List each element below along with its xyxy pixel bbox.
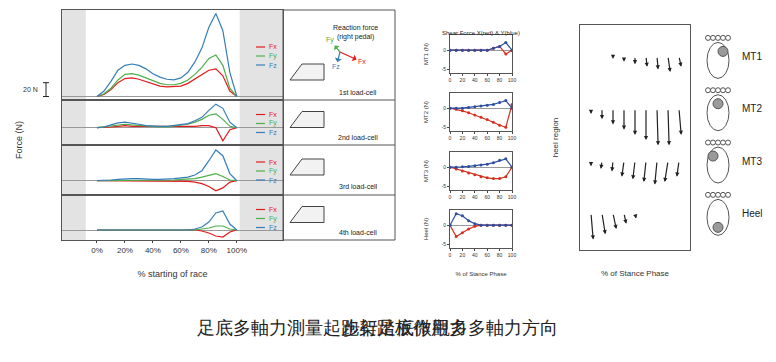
svg-text:1st load-cell: 1st load-cell bbox=[339, 89, 377, 96]
svg-text:0%: 0% bbox=[91, 246, 103, 255]
svg-text:Fx: Fx bbox=[269, 206, 277, 213]
svg-text:80: 80 bbox=[497, 194, 503, 200]
svg-text:0: 0 bbox=[443, 164, 446, 170]
svg-text:60%: 60% bbox=[173, 246, 189, 255]
svg-text:% of Stance Phase: % of Stance Phase bbox=[455, 271, 507, 277]
svg-text:40: 40 bbox=[472, 194, 478, 200]
svg-text:Fy: Fy bbox=[269, 52, 277, 60]
svg-text:80: 80 bbox=[497, 77, 503, 83]
svg-text:2nd load-cell: 2nd load-cell bbox=[338, 134, 378, 141]
svg-text:40%: 40% bbox=[145, 246, 161, 255]
svg-text:100: 100 bbox=[508, 194, 517, 200]
svg-text:Heel (N): Heel (N) bbox=[423, 218, 429, 240]
svg-text:100: 100 bbox=[508, 135, 517, 141]
svg-text:Fx: Fx bbox=[358, 58, 366, 65]
svg-text:40: 40 bbox=[472, 77, 478, 83]
svg-text:-5: -5 bbox=[442, 124, 447, 130]
svg-text:80: 80 bbox=[497, 135, 503, 141]
svg-text:4th load-cell: 4th load-cell bbox=[339, 229, 377, 236]
svg-text:MT2: MT2 bbox=[742, 103, 762, 114]
svg-text:-5: -5 bbox=[442, 183, 447, 189]
svg-text:足底多軸力測量起跑架踏板作用力: 足底多軸力測量起跑架踏板作用力 bbox=[197, 317, 467, 338]
svg-text:MT1 (N): MT1 (N) bbox=[423, 43, 429, 65]
svg-text:Fy: Fy bbox=[326, 36, 334, 44]
svg-text:Fz: Fz bbox=[269, 62, 277, 69]
svg-text:Fy: Fy bbox=[269, 119, 277, 127]
svg-text:60: 60 bbox=[484, 194, 490, 200]
svg-text:MT2 (N): MT2 (N) bbox=[423, 101, 429, 123]
svg-text:0: 0 bbox=[449, 194, 452, 200]
svg-text:Fy: Fy bbox=[269, 215, 277, 223]
svg-text:20: 20 bbox=[460, 135, 466, 141]
svg-text:100%: 100% bbox=[227, 246, 247, 255]
svg-text:-5: -5 bbox=[442, 66, 447, 72]
svg-text:步行足底微觀多多軸力方向: 步行足底微觀多多軸力方向 bbox=[342, 317, 558, 338]
svg-text:80%: 80% bbox=[201, 246, 217, 255]
svg-text:MT3: MT3 bbox=[742, 156, 762, 167]
svg-text:Fx: Fx bbox=[269, 43, 277, 50]
svg-text:20 N: 20 N bbox=[23, 86, 38, 93]
svg-text:Fy: Fy bbox=[269, 167, 277, 175]
svg-text:80: 80 bbox=[497, 252, 503, 258]
svg-text:0: 0 bbox=[443, 47, 446, 53]
svg-text:20%: 20% bbox=[117, 246, 133, 255]
svg-text:0: 0 bbox=[443, 105, 446, 111]
svg-text:60: 60 bbox=[484, 135, 490, 141]
svg-text:Shear Force X(red) & Y(blue): Shear Force X(red) & Y(blue) bbox=[442, 30, 520, 36]
svg-text:MT1: MT1 bbox=[742, 51, 762, 62]
svg-text:0: 0 bbox=[443, 222, 446, 228]
svg-text:20: 20 bbox=[460, 252, 466, 258]
svg-text:3rd load-cell: 3rd load-cell bbox=[339, 183, 378, 190]
svg-text:100: 100 bbox=[508, 252, 517, 258]
svg-text:0: 0 bbox=[449, 77, 452, 83]
svg-text:Reaction force(right pedal): Reaction force(right pedal) bbox=[333, 24, 378, 41]
svg-text:% starting of race: % starting of race bbox=[137, 269, 207, 279]
svg-text:Fz: Fz bbox=[269, 129, 277, 136]
svg-text:20: 20 bbox=[460, 77, 466, 83]
svg-text:Force (N): Force (N) bbox=[14, 121, 24, 159]
svg-text:60: 60 bbox=[484, 252, 490, 258]
svg-text:% of Stance Phase: % of Stance Phase bbox=[601, 269, 670, 278]
svg-text:Fx: Fx bbox=[269, 159, 277, 166]
svg-text:40: 40 bbox=[472, 252, 478, 258]
svg-text:40: 40 bbox=[472, 135, 478, 141]
svg-text:Heel: Heel bbox=[742, 208, 763, 219]
svg-text:60: 60 bbox=[484, 77, 490, 83]
svg-text:100: 100 bbox=[508, 77, 517, 83]
svg-text:heel region: heel region bbox=[551, 118, 560, 158]
svg-text:0: 0 bbox=[449, 252, 452, 258]
svg-text:Fx: Fx bbox=[269, 111, 277, 118]
svg-text:20: 20 bbox=[460, 194, 466, 200]
svg-text:Fz: Fz bbox=[269, 177, 277, 184]
svg-text:0: 0 bbox=[449, 135, 452, 141]
svg-text:Fz: Fz bbox=[269, 224, 277, 231]
svg-text:Fz: Fz bbox=[332, 63, 340, 70]
svg-text:MT3 (N): MT3 (N) bbox=[423, 160, 429, 182]
svg-text:-5: -5 bbox=[442, 241, 447, 247]
